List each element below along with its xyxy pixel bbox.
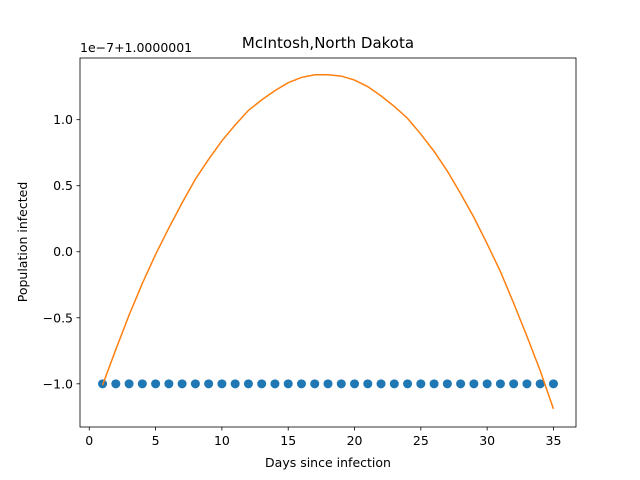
scatter-point bbox=[482, 379, 492, 389]
offset-label: 1e−7+1.0000001 bbox=[80, 40, 192, 55]
plot-area bbox=[98, 74, 558, 410]
scatter-point bbox=[429, 379, 439, 389]
scatter-point bbox=[535, 379, 545, 389]
scatter-point bbox=[257, 379, 267, 389]
y-tick-label: 0.0 bbox=[53, 244, 73, 259]
y-tick-label: −1.0 bbox=[43, 376, 73, 391]
scatter-point bbox=[416, 379, 426, 389]
scatter-point bbox=[403, 379, 413, 389]
scatter-point bbox=[270, 379, 280, 389]
line-series bbox=[101, 74, 555, 410]
x-tick-label: 0 bbox=[85, 433, 93, 448]
scatter-point bbox=[509, 379, 519, 389]
axes-frame bbox=[79, 57, 577, 428]
x-tick-label: 15 bbox=[280, 433, 296, 448]
x-tick-label: 5 bbox=[152, 433, 160, 448]
scatter-point bbox=[177, 379, 187, 389]
scatter-point bbox=[495, 379, 505, 389]
x-axis-label: Days since infection bbox=[265, 455, 391, 470]
scatter-point bbox=[243, 379, 253, 389]
scatter-point bbox=[442, 379, 452, 389]
y-axis-label: Population infected bbox=[15, 182, 30, 303]
y-tick-label: 1.0 bbox=[53, 112, 73, 127]
chart-title: McIntosh,North Dakota bbox=[242, 34, 414, 52]
scatter-point bbox=[283, 379, 293, 389]
scatter-point bbox=[522, 379, 532, 389]
x-tick-label: 35 bbox=[546, 433, 562, 448]
scatter-point bbox=[151, 379, 161, 389]
y-tick-label: −0.5 bbox=[43, 310, 73, 325]
scatter-point bbox=[363, 379, 373, 389]
scatter-point bbox=[456, 379, 466, 389]
scatter-point bbox=[336, 379, 346, 389]
scatter-point bbox=[204, 379, 214, 389]
x-tick-label: 25 bbox=[413, 433, 429, 448]
x-tick-label: 30 bbox=[479, 433, 495, 448]
x-tick-label: 20 bbox=[347, 433, 363, 448]
scatter-point bbox=[137, 379, 147, 389]
scatter-point bbox=[323, 379, 333, 389]
y-tick-label: 0.5 bbox=[53, 178, 73, 193]
scatter-point bbox=[190, 379, 200, 389]
scatter-point bbox=[376, 379, 386, 389]
scatter-point bbox=[124, 379, 134, 389]
x-tick-label: 10 bbox=[214, 433, 230, 448]
scatter-point bbox=[111, 379, 121, 389]
scatter-point bbox=[350, 379, 360, 389]
scatter-point bbox=[296, 379, 306, 389]
scatter-point bbox=[310, 379, 320, 389]
scatter-point bbox=[469, 379, 479, 389]
scatter-point bbox=[164, 379, 174, 389]
scatter-point bbox=[548, 379, 558, 389]
scatter-point bbox=[230, 379, 240, 389]
scatter-point bbox=[389, 379, 399, 389]
scatter-point bbox=[217, 379, 227, 389]
